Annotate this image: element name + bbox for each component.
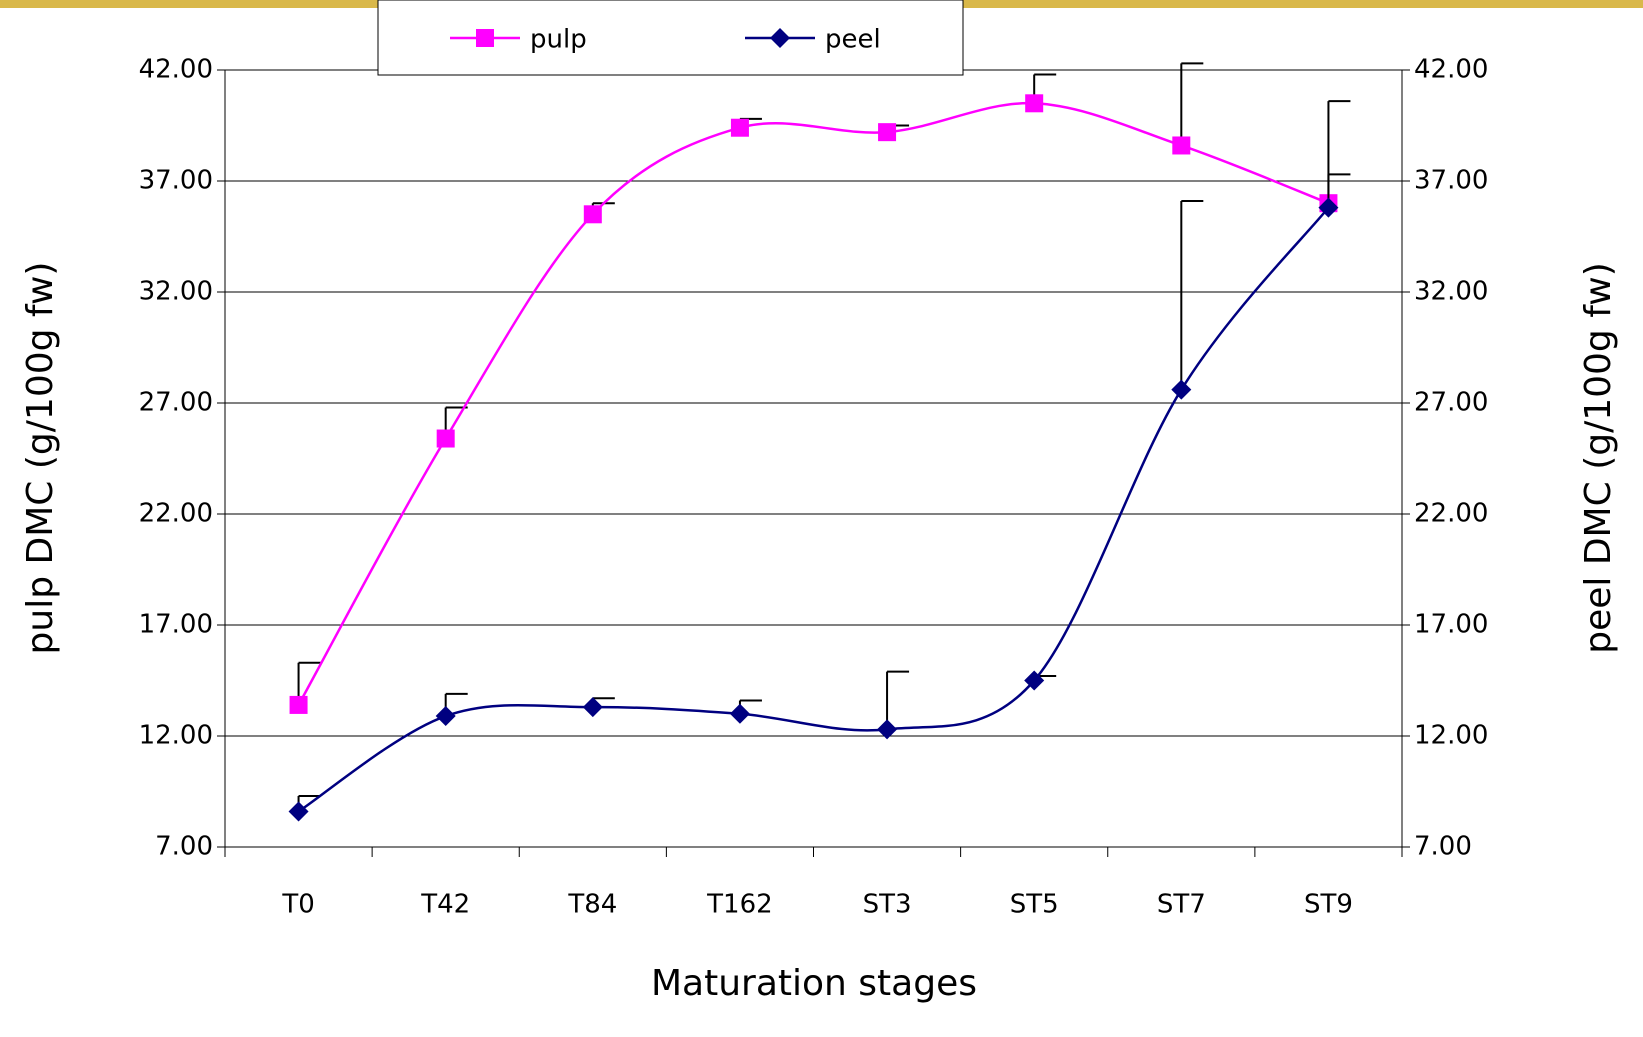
data-point <box>435 706 456 727</box>
y-tick-label: 27.00 <box>139 388 213 418</box>
x-tick-label: ST9 <box>1304 890 1353 920</box>
data-point <box>289 695 308 714</box>
y-axis-title: pulp DMC (g/100g fw) <box>20 262 61 655</box>
x-tick-label: T162 <box>706 890 773 920</box>
x-tick-label: T84 <box>567 890 617 920</box>
x-tick-label: ST3 <box>863 890 912 920</box>
x-tick-label: ST5 <box>1010 890 1059 920</box>
y-tick-label: 32.00 <box>139 277 213 307</box>
error-bar <box>1180 62 1204 146</box>
data-point <box>730 118 749 137</box>
y2-tick-label: 42.00 <box>1414 55 1488 85</box>
data-point <box>1318 197 1339 218</box>
y2-tick-label: 12.00 <box>1414 721 1488 751</box>
y2-tick-label: 27.00 <box>1414 388 1488 418</box>
legend-marker <box>770 28 790 48</box>
series-line <box>297 206 1330 813</box>
legend-marker <box>476 29 494 47</box>
data-point <box>1171 379 1192 400</box>
y2-tick-label: 32.00 <box>1414 277 1488 307</box>
data-point <box>436 429 455 448</box>
error-bar <box>1327 100 1351 204</box>
data-point <box>878 123 897 142</box>
error-bar <box>886 670 910 730</box>
legend-label: pulp <box>530 25 587 55</box>
y2-tick-label: 17.00 <box>1414 610 1488 640</box>
data-point <box>1172 136 1191 155</box>
x-axis-title: Maturation stages <box>651 963 977 1004</box>
data-point <box>288 801 309 822</box>
data-point <box>583 205 602 224</box>
y2-tick-label: 37.00 <box>1414 166 1488 196</box>
data-point <box>582 697 603 718</box>
y-tick-label: 37.00 <box>139 166 213 196</box>
y2-tick-label: 7.00 <box>1414 832 1472 862</box>
x-tick-label: T0 <box>281 890 314 920</box>
x-tick-label: ST7 <box>1157 890 1206 920</box>
y2-tick-label: 22.00 <box>1414 499 1488 529</box>
data-point <box>729 703 750 724</box>
error-bar <box>1180 199 1204 390</box>
x-tick-label: T42 <box>420 890 470 920</box>
data-point <box>1025 94 1044 113</box>
data-point <box>1024 670 1045 691</box>
y-tick-label: 22.00 <box>139 499 213 529</box>
y-tick-label: 12.00 <box>139 721 213 751</box>
y-tick-label: 17.00 <box>139 610 213 640</box>
y-tick-label: 7.00 <box>155 832 213 862</box>
y-tick-label: 42.00 <box>139 55 213 85</box>
y2-axis-title: peel DMC (g/100g fw) <box>1578 262 1619 654</box>
legend-label: peel <box>825 25 881 55</box>
data-point <box>877 719 898 740</box>
